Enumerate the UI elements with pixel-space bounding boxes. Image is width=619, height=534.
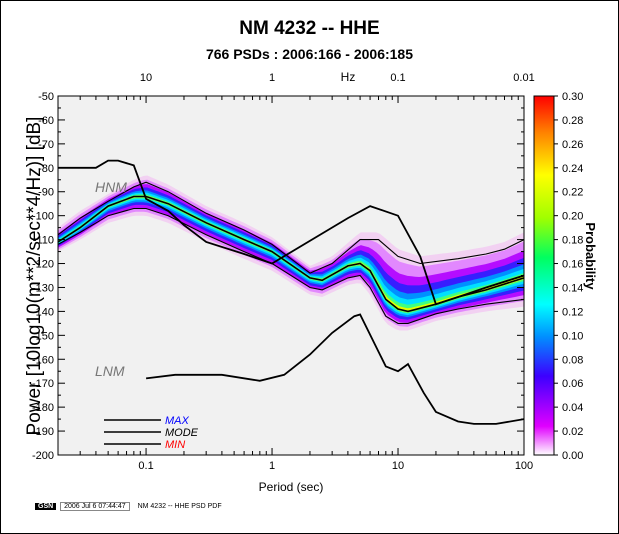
x-top-tick-label: 0.01 — [513, 72, 534, 84]
y-tick-label: -120 — [32, 259, 54, 271]
y-tick-label: -130 — [32, 282, 54, 294]
footer-caption: NM 4232 -- HHE PSD PDF — [137, 503, 222, 510]
x-top-tick-label: 10 — [140, 72, 152, 84]
y-tick-label: -110 — [33, 235, 54, 247]
x-tick-label: 10 — [392, 460, 404, 472]
y-tick-label: -180 — [32, 402, 54, 414]
hnm-annotation: HNM — [95, 179, 127, 195]
y-axis-label: Power [10log10(m**2/sec**4/Hz)] [dB] — [24, 117, 45, 436]
footer-timestamp: 2006 Jul 6 07:44:47 — [60, 502, 130, 511]
colorbar-tick-label: 0.02 — [562, 426, 583, 438]
x-tick-label: 100 — [515, 460, 533, 472]
gsn-logo: GSN — [35, 503, 57, 510]
colorbar-tick-label: 0.18 — [562, 235, 583, 247]
colorbar-tick-label: 0.14 — [562, 282, 583, 294]
colorbar-tick-label: 0.20 — [562, 211, 583, 223]
lnm-annotation: LNM — [95, 363, 125, 379]
y-tick-label: -190 — [32, 426, 54, 438]
density-band — [58, 187, 524, 320]
colorbar-tick-label: 0.04 — [562, 402, 583, 414]
y-tick-label: -50 — [38, 91, 54, 103]
x-tick-label: 0.1 — [138, 460, 153, 472]
lnm-curve — [145, 313, 524, 425]
colorbar-tick-label: 0.06 — [562, 378, 583, 390]
colorbar-tick-label: 0.08 — [562, 354, 583, 366]
colorbar-tick-label: 0.12 — [562, 306, 583, 318]
max-curve — [58, 181, 524, 274]
legend-label: MODE — [165, 427, 199, 439]
y-tick-label: -150 — [32, 330, 54, 342]
y-tick-label: -200 — [32, 450, 54, 462]
footer: GSN 2006 Jul 6 07:44:47 NM 4232 -- HHE P… — [35, 502, 222, 511]
legend-label: MIN — [165, 439, 185, 451]
colorbar-tick-label: 0.24 — [562, 163, 583, 175]
chart-title: NM 4232 -- HHE — [239, 18, 380, 39]
y-tick-label: -60 — [38, 115, 54, 127]
colorbar-tick-label: 0.22 — [562, 187, 583, 199]
y-tick-label: -140 — [32, 306, 54, 318]
x-top-tick-label: 1 — [269, 72, 275, 84]
chart-subtitle: 766 PSDs : 2006:166 - 2006:185 — [205, 46, 414, 62]
y-tick-label: -80 — [38, 163, 54, 175]
y-tick-label: -70 — [38, 139, 54, 151]
colorbar-tick-label: 0.30 — [562, 91, 583, 103]
y-tick-label: -90 — [38, 187, 54, 199]
y-tick-label: -170 — [32, 378, 54, 390]
mode-curve — [58, 195, 524, 313]
colorbar — [533, 95, 555, 456]
top-axis-label: Hz — [341, 70, 356, 84]
colorbar-tick-label: 0.00 — [562, 450, 583, 462]
y-tick-label: -100 — [32, 211, 54, 223]
colorbar-tick-label: 0.16 — [562, 259, 583, 271]
colorbar-tick-label: 0.26 — [562, 139, 583, 151]
legend-label: MAX — [165, 415, 190, 427]
colorbar-label: Probability — [583, 222, 598, 290]
colorbar-tick-label: 0.28 — [562, 115, 583, 127]
x-axis-label: Period (sec) — [259, 480, 324, 494]
y-tick-label: -160 — [32, 354, 54, 366]
x-tick-label: 1 — [269, 460, 275, 472]
colorbar-tick-label: 0.10 — [562, 330, 583, 342]
min-curve — [58, 207, 524, 324]
x-top-tick-label: 0.1 — [390, 72, 405, 84]
